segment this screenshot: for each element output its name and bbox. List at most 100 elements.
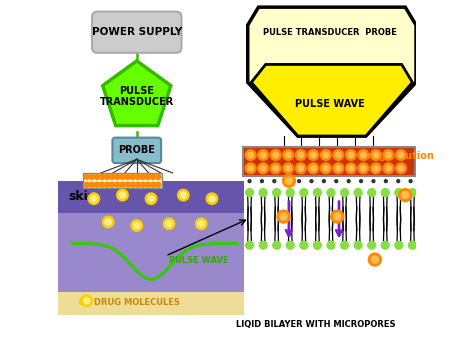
Text: skin: skin	[69, 190, 97, 203]
Circle shape	[270, 163, 281, 174]
Circle shape	[382, 241, 389, 249]
Circle shape	[273, 189, 281, 197]
Circle shape	[166, 221, 172, 227]
Circle shape	[335, 180, 337, 183]
Circle shape	[360, 180, 363, 183]
Circle shape	[397, 180, 400, 183]
Circle shape	[273, 152, 279, 158]
Circle shape	[198, 221, 204, 227]
Circle shape	[91, 195, 97, 202]
Circle shape	[259, 189, 267, 197]
Circle shape	[246, 189, 254, 197]
Circle shape	[260, 165, 266, 171]
FancyBboxPatch shape	[112, 138, 161, 163]
Circle shape	[399, 189, 412, 202]
Circle shape	[258, 150, 268, 160]
Circle shape	[89, 182, 94, 187]
Circle shape	[245, 150, 256, 160]
Circle shape	[119, 192, 126, 198]
Circle shape	[109, 174, 115, 179]
Circle shape	[373, 152, 379, 158]
Circle shape	[135, 174, 140, 179]
Text: DRUG MOLECULES: DRUG MOLECULES	[94, 298, 180, 307]
Circle shape	[84, 182, 89, 187]
Circle shape	[333, 150, 344, 160]
Circle shape	[298, 180, 301, 183]
Circle shape	[273, 241, 281, 249]
Circle shape	[396, 150, 406, 160]
Circle shape	[361, 165, 366, 171]
Circle shape	[358, 163, 369, 174]
Circle shape	[248, 180, 251, 183]
Circle shape	[308, 150, 319, 160]
Circle shape	[398, 152, 404, 158]
Circle shape	[395, 189, 403, 197]
Circle shape	[146, 193, 157, 204]
Circle shape	[84, 174, 89, 179]
Circle shape	[105, 219, 111, 225]
Circle shape	[409, 189, 416, 197]
Circle shape	[398, 165, 404, 171]
Bar	[58, 213, 244, 292]
Circle shape	[285, 180, 288, 183]
Text: PROBE: PROBE	[118, 145, 155, 155]
Circle shape	[163, 218, 175, 229]
Circle shape	[368, 189, 375, 197]
Circle shape	[131, 220, 143, 231]
Circle shape	[259, 241, 267, 249]
Circle shape	[300, 241, 308, 249]
Circle shape	[382, 189, 389, 197]
Circle shape	[134, 222, 140, 229]
Circle shape	[180, 192, 187, 198]
Circle shape	[373, 165, 379, 171]
Circle shape	[117, 189, 128, 201]
Circle shape	[178, 189, 189, 201]
Circle shape	[135, 182, 140, 187]
Circle shape	[295, 150, 306, 160]
Circle shape	[105, 182, 109, 187]
Circle shape	[385, 152, 392, 158]
Text: PULSE TRANSDUCER  PROBE: PULSE TRANSDUCER PROBE	[263, 28, 397, 37]
FancyBboxPatch shape	[243, 147, 415, 176]
Circle shape	[246, 241, 254, 249]
Circle shape	[146, 174, 151, 179]
Circle shape	[334, 213, 341, 220]
Circle shape	[358, 150, 369, 160]
Circle shape	[295, 163, 306, 174]
Circle shape	[354, 241, 362, 249]
FancyBboxPatch shape	[83, 173, 162, 188]
Circle shape	[283, 163, 293, 174]
Circle shape	[156, 182, 161, 187]
Circle shape	[346, 163, 356, 174]
Circle shape	[346, 150, 356, 160]
Circle shape	[120, 174, 125, 179]
Circle shape	[115, 174, 120, 179]
Circle shape	[331, 210, 344, 223]
Circle shape	[286, 241, 294, 249]
Circle shape	[368, 253, 381, 266]
Circle shape	[310, 180, 313, 183]
Circle shape	[300, 189, 308, 197]
Circle shape	[298, 152, 303, 158]
Circle shape	[83, 297, 90, 304]
Circle shape	[347, 180, 350, 183]
Circle shape	[371, 150, 381, 160]
Polygon shape	[248, 7, 416, 136]
Circle shape	[130, 174, 135, 179]
Circle shape	[140, 182, 146, 187]
Circle shape	[371, 256, 378, 263]
Text: POWER SUPPLY: POWER SUPPLY	[91, 27, 182, 37]
Circle shape	[409, 180, 412, 183]
Circle shape	[298, 165, 303, 171]
Circle shape	[354, 189, 362, 197]
Circle shape	[125, 174, 130, 179]
Circle shape	[384, 180, 387, 183]
Circle shape	[151, 182, 155, 187]
Polygon shape	[103, 61, 171, 126]
Circle shape	[285, 152, 291, 158]
Circle shape	[273, 180, 276, 183]
Circle shape	[248, 152, 254, 158]
Circle shape	[280, 213, 287, 220]
Circle shape	[320, 163, 331, 174]
Circle shape	[94, 182, 100, 187]
